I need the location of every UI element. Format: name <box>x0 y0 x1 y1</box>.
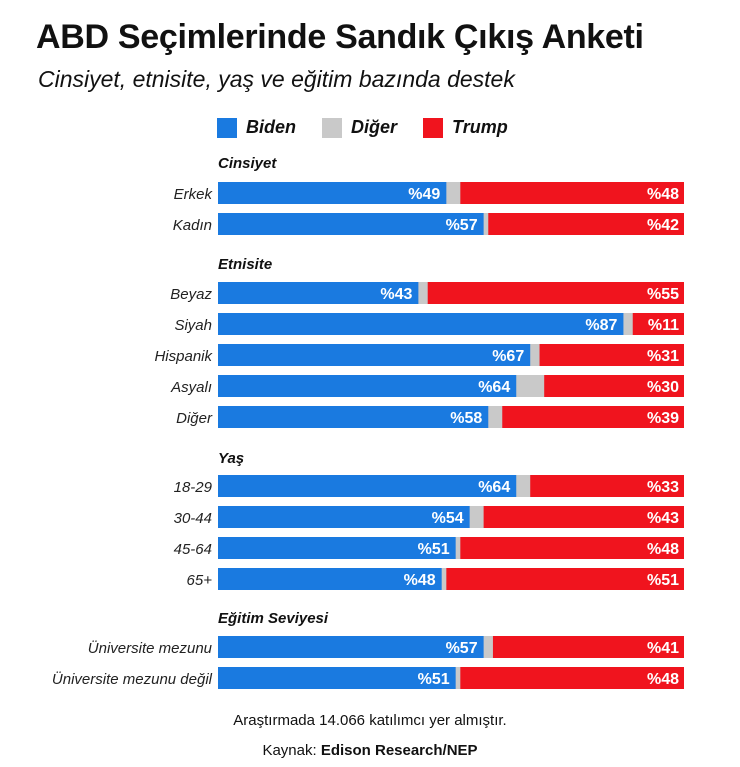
value-label-biden: %58 <box>450 410 482 427</box>
value-label-trump: %30 <box>647 379 679 396</box>
value-label-biden: %64 <box>478 479 510 496</box>
chart-title: ABD Seçimlerinde Sandık Çıkış Anketi <box>36 18 644 56</box>
value-label-biden: %64 <box>478 379 510 396</box>
bar-biden <box>218 506 470 528</box>
group-header: Yaş <box>218 450 244 467</box>
value-label-biden: %57 <box>446 640 478 657</box>
bar-trump <box>502 406 684 428</box>
bar-trump <box>460 537 684 559</box>
legend-swatch-trump <box>423 117 444 138</box>
bar-biden <box>218 344 531 366</box>
row-label: Kadın <box>173 217 212 234</box>
legend-swatch-diger <box>322 117 343 138</box>
value-label-trump: %48 <box>647 186 679 203</box>
legend-label-diger: Diğer <box>351 117 398 137</box>
legend-swatch-biden <box>217 117 237 138</box>
bar-biden <box>218 667 456 689</box>
row-label: Diğer <box>176 410 213 427</box>
group-header: Eğitim Seviyesi <box>218 610 329 627</box>
bar-trump <box>446 568 684 590</box>
bar-trump <box>530 475 684 497</box>
bar-biden <box>218 636 484 658</box>
value-label-trump: %31 <box>647 348 679 365</box>
value-label-trump: %11 <box>648 317 679 334</box>
row-label: Asyalı <box>170 379 212 396</box>
chart-subtitle: Cinsiyet, etnisite, yaş ve eğitim bazınd… <box>38 66 515 92</box>
legend-label-trump: Trump <box>452 117 508 137</box>
footer-note: Araştırmada 14.066 katılımcı yer almıştı… <box>233 712 507 729</box>
value-label-biden: %49 <box>408 186 440 203</box>
bar-trump <box>632 313 684 335</box>
row-label: Üniversite mezunu değil <box>52 670 213 688</box>
row-label: 65+ <box>187 572 213 589</box>
bar-trump <box>539 344 684 366</box>
group-header: Cinsiyet <box>218 155 277 172</box>
value-label-trump: %48 <box>647 541 679 558</box>
value-label-trump: %51 <box>647 572 679 589</box>
value-label-trump: %48 <box>647 671 679 688</box>
value-label-trump: %33 <box>647 479 679 496</box>
bar-trump <box>544 375 684 397</box>
legend-label-biden: Biden <box>246 117 297 137</box>
legend-item-diger: Diğer <box>322 117 397 138</box>
value-label-biden: %87 <box>585 317 617 334</box>
value-label-trump: %42 <box>647 217 679 234</box>
bar-biden <box>218 406 489 428</box>
legend: Biden Diğer Trump <box>217 117 534 138</box>
bar-trump <box>492 636 684 658</box>
bar-biden <box>218 375 517 397</box>
value-label-biden: %67 <box>492 348 524 365</box>
value-label-trump: %55 <box>647 286 679 303</box>
value-label-biden: %54 <box>432 510 464 527</box>
row-label: 18-29 <box>174 479 213 496</box>
bar-trump <box>460 667 684 689</box>
bar-trump <box>427 282 684 304</box>
legend-item-biden: Biden <box>217 117 296 138</box>
bar-biden <box>218 537 456 559</box>
value-label-trump: %41 <box>647 640 679 657</box>
bar-biden <box>218 475 517 497</box>
row-label: Erkek <box>174 186 214 203</box>
source-value: Edison Research/NEP <box>320 742 478 759</box>
legend-item-trump: Trump <box>423 117 508 138</box>
group-header: Etnisite <box>218 256 272 273</box>
bar-biden <box>218 213 484 235</box>
value-label-biden: %51 <box>418 541 450 558</box>
value-label-biden: %57 <box>446 217 478 234</box>
value-label-biden: %51 <box>418 671 450 688</box>
bar-biden <box>218 568 442 590</box>
row-label: Beyaz <box>170 286 212 303</box>
row-label: Siyah <box>174 317 212 334</box>
bar-trump <box>483 506 684 528</box>
footer-source: Kaynak: Edison Research/NEP <box>0 742 740 759</box>
row-label: 45-64 <box>174 541 212 558</box>
bar-biden <box>218 313 624 335</box>
bar-biden <box>218 282 419 304</box>
bar-trump <box>460 182 684 204</box>
bar-trump <box>488 213 684 235</box>
value-label-biden: %43 <box>380 286 412 303</box>
row-label: Üniversite mezunu <box>88 639 213 657</box>
row-label: Hispanik <box>154 348 213 365</box>
bar-biden <box>218 182 447 204</box>
row-label: 30-44 <box>174 510 212 527</box>
source-label: Kaynak: <box>262 742 317 759</box>
value-label-trump: %39 <box>647 410 679 427</box>
value-label-biden: %48 <box>404 572 436 589</box>
value-label-trump: %43 <box>647 510 679 527</box>
